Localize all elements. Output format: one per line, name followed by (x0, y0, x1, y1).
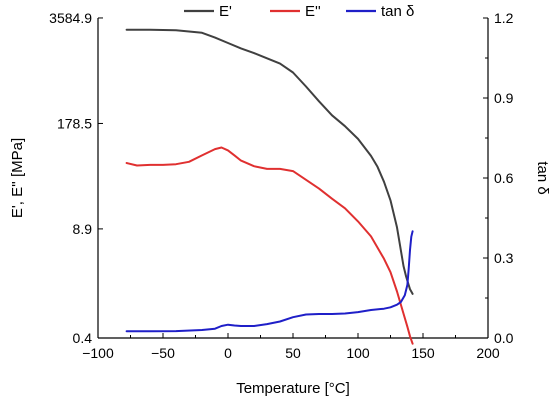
y-right-tick-label: 0.3 (494, 250, 514, 266)
y-left-axis-title: E', E'' [MPa] (9, 138, 26, 218)
y-left-tick-label: 0.4 (73, 330, 93, 346)
legend-label-1: E'' (305, 3, 321, 20)
x-axis: −100 −50 0 50 100 150 200 (82, 333, 500, 361)
y-right-tick-label: 0.6 (494, 170, 514, 186)
series-layer (125, 28, 414, 345)
x-tick-label: 200 (476, 345, 500, 361)
x-tick-label: −50 (151, 345, 175, 361)
series-line-1 (125, 146, 414, 345)
y-right-tick-label: 1.2 (494, 10, 514, 26)
plot-frame (97, 18, 489, 339)
y-left-tick-label: 178.5 (57, 115, 92, 131)
y-left-axis: 0.4 8.9 178.5 3584.9 (49, 10, 103, 346)
y-right-tick-label: 0.0 (494, 330, 514, 346)
x-axis-title: Temperature [°C] (236, 380, 350, 397)
y-left-tick-label: 8.9 (73, 221, 93, 237)
legend: E' E'' tan δ (184, 3, 414, 20)
y-left-tick-label: 3584.9 (49, 10, 92, 26)
x-tick-label: 150 (411, 345, 435, 361)
legend-label-2: tan δ (381, 3, 414, 20)
x-tick-label: 0 (224, 345, 232, 361)
x-tick-label: 50 (285, 345, 301, 361)
x-tick-label: 100 (346, 345, 370, 361)
y-right-tick-label: 0.9 (494, 90, 514, 106)
x-tick-label: −100 (82, 345, 114, 361)
y-right-axis: 0.0 0.3 0.6 0.9 1.2 (483, 10, 514, 346)
y-right-axis-title: tan δ (534, 161, 550, 194)
legend-label-0: E' (219, 3, 232, 20)
series-line-0 (125, 28, 414, 295)
series-line-2 (125, 230, 414, 333)
